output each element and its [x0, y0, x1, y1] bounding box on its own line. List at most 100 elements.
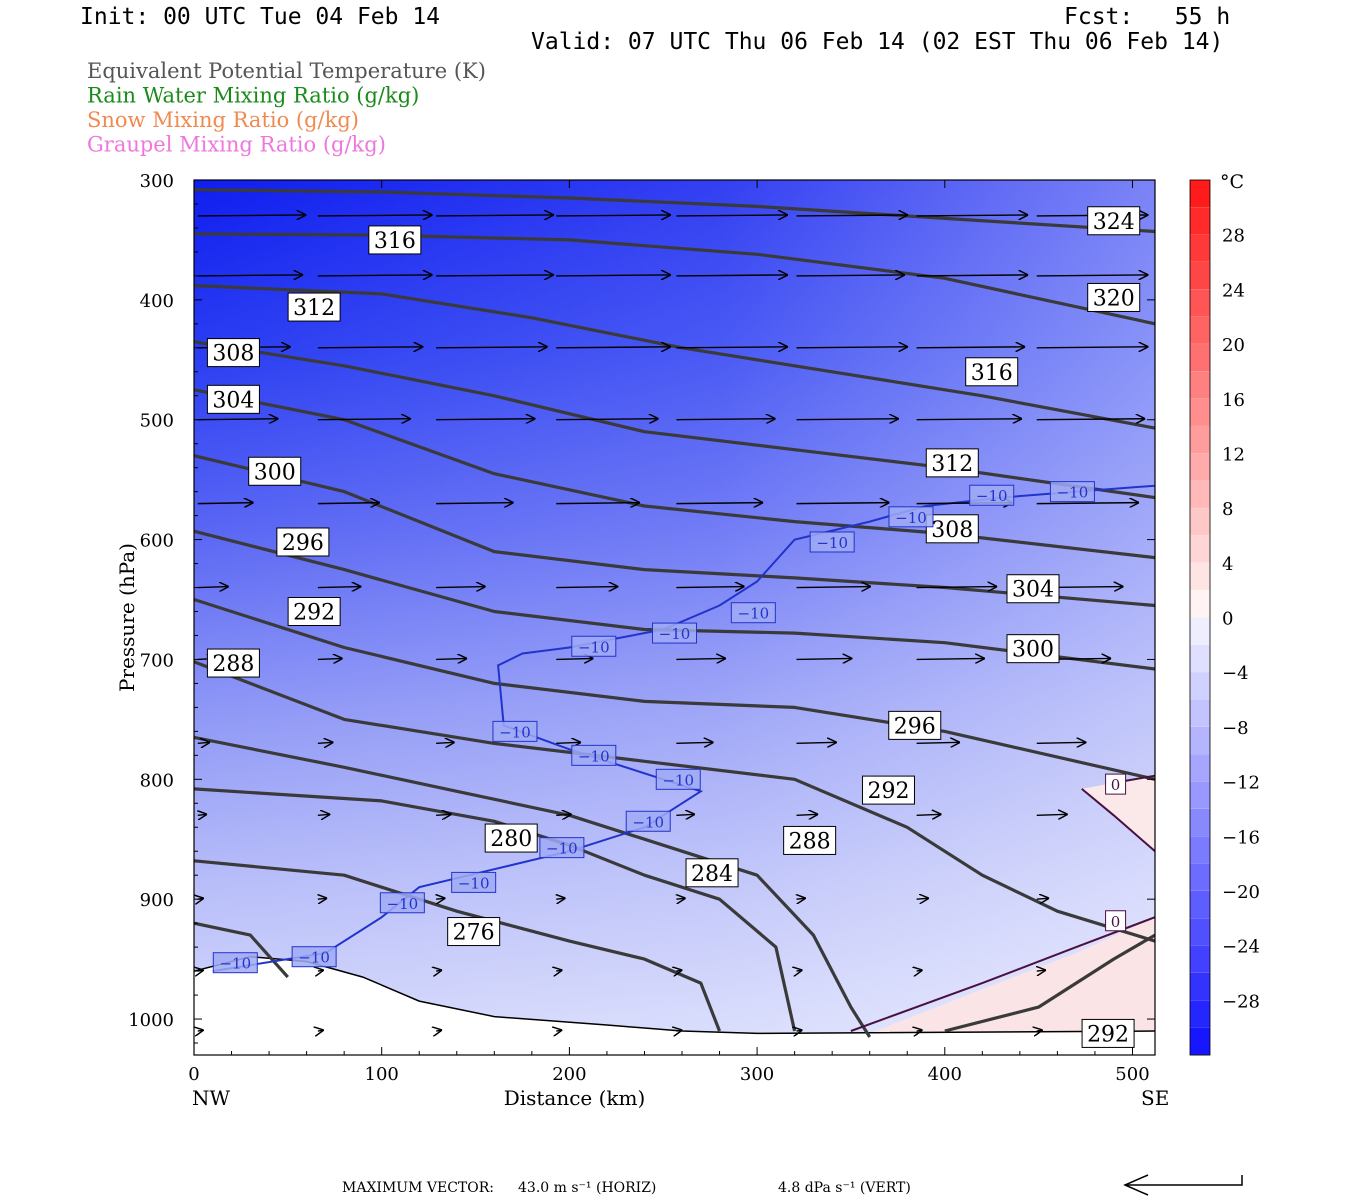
wind-vector [197, 419, 279, 420]
wind-vector [676, 814, 695, 815]
wind-vector [436, 970, 442, 971]
wind-vector [676, 1030, 682, 1031]
y-tick-label: 500 [140, 411, 174, 432]
wind-vector [436, 814, 452, 815]
temp-label-minus10: −10 [291, 946, 337, 968]
colorbar-swatch [1190, 508, 1210, 536]
wind-vector [796, 215, 909, 216]
wind-vector [317, 419, 411, 420]
wind-vector [436, 347, 548, 348]
theta-e-label-324: 324 [1087, 206, 1141, 236]
axes: 300 400 500 600 700 800 900 1000 0 100 200 300 400 50… [115, 171, 1169, 1110]
wind-vector [317, 587, 361, 588]
colorbar-swatch [1190, 863, 1210, 892]
theta-e-contour-280 [194, 859, 721, 1032]
theta-e-label-308: 308 [206, 338, 260, 368]
theta-e-label-304: 304 [1006, 574, 1060, 604]
wind-vector [676, 347, 788, 348]
warm-region [869, 917, 1155, 1034]
valid-time: Valid: 07 UTC Thu 06 Feb 14 (02 EST Thu … [531, 29, 1224, 55]
wind-vector [796, 814, 819, 815]
wind-vector [556, 742, 581, 743]
theta-e-label-text: 308 [931, 518, 973, 543]
colorbar-tick-label: 8 [1222, 499, 1233, 520]
theta-e-label-280: 280 [484, 823, 538, 853]
colorbar-swatch [1190, 234, 1210, 263]
temp-label-text: −10 [976, 487, 1008, 505]
x-tick-label: 200 [552, 1064, 586, 1085]
y-tick-label: 700 [140, 650, 174, 671]
colorbar-swatch [1190, 398, 1210, 427]
footer: MAXIMUM VECTOR: 43.0 m s⁻¹ (HORIZ) 4.8 dPa… [342, 1174, 1243, 1196]
wind-vector [1036, 814, 1068, 815]
wind-vector [676, 275, 788, 276]
max-vector-horiz: 43.0 m s⁻¹ (HORIZ) [518, 1180, 656, 1196]
temp-label-text: −10 [816, 534, 848, 552]
colorbar-tick-label: −8 [1222, 718, 1249, 739]
wind-vector [436, 275, 554, 276]
colorbar-tick-label: 24 [1222, 280, 1245, 301]
temp-label-text: −10 [662, 771, 694, 789]
theta-e-label-text: 316 [374, 229, 416, 254]
temperature-contour-zero [850, 916, 1155, 1032]
wind-vector [317, 215, 433, 216]
theta-e-label-312: 312 [925, 448, 979, 478]
wind-vector [318, 970, 324, 971]
wind-vector [317, 347, 423, 348]
temp-label-minus10: −10 [379, 892, 425, 914]
colorbar-tick-label: −4 [1222, 663, 1249, 684]
theta-e-contour-324 [194, 188, 1155, 234]
wind-vector [198, 814, 207, 815]
colorbar-swatch [1190, 480, 1210, 509]
temp-label-zero: 0 [1105, 773, 1127, 795]
theta-e-label-308: 308 [925, 514, 979, 544]
wind-vector [436, 215, 554, 216]
temp-label-minus10: −10 [625, 810, 671, 832]
temp-label-text: −10 [659, 625, 691, 643]
wind-vector [916, 275, 1029, 276]
theta-e-label-text: 276 [453, 921, 495, 946]
wind-vector [916, 742, 960, 743]
wind-vector [436, 503, 514, 504]
wind-vector [676, 419, 775, 420]
wind-vector [916, 658, 985, 659]
wind-vector [796, 275, 906, 276]
theta-e-label-text: 284 [691, 862, 733, 887]
temp-label-text: 0 [1111, 913, 1121, 931]
temp-label-minus10: −10 [571, 635, 617, 657]
temp-label-text: −10 [499, 723, 531, 741]
x-tick-label: 500 [1115, 1064, 1149, 1085]
wind-vector [317, 814, 330, 815]
colorbar-tick-label: 0 [1222, 609, 1233, 630]
colorbar-swatch [1190, 672, 1210, 701]
colorbar-tick-label: −16 [1222, 827, 1260, 848]
wind-vector [916, 215, 1029, 216]
colorbar-swatch [1190, 207, 1210, 236]
temp-label-zero: 0 [1105, 910, 1127, 932]
wind-vector [797, 898, 806, 899]
y-tick-label: 400 [140, 291, 174, 312]
temp-label-minus10: −10 [1049, 481, 1095, 503]
legend-entry: Graupel Mixing Ratio (g/kg) [87, 133, 386, 157]
wind-vector [436, 898, 445, 899]
max-vector-arrow [1125, 1175, 1243, 1186]
theta-e-label-292: 292 [287, 597, 341, 627]
theta-e-label-300: 300 [1006, 634, 1060, 664]
temp-label-minus10: −10 [888, 506, 934, 528]
wind-vector [197, 587, 229, 588]
wind-vector [676, 587, 744, 588]
temp-label-minus10: −10 [451, 871, 497, 893]
theta-e-label-text: 292 [867, 779, 909, 804]
colorbar-swatch [1190, 590, 1210, 618]
x-tick-label: 300 [740, 1064, 774, 1085]
wind-vector [676, 658, 726, 659]
y-tick-label: 800 [140, 770, 174, 791]
terrain-surface-line [194, 955, 1155, 1035]
wind-vector [198, 1030, 204, 1031]
temp-label-minus10: −10 [652, 622, 697, 644]
theta-e-label-292: 292 [861, 775, 915, 805]
wind-vector [436, 742, 455, 743]
colorbar-tick-label: 4 [1222, 554, 1233, 575]
theta-e-label-316: 316 [965, 357, 1019, 387]
wind-vector [198, 970, 204, 971]
